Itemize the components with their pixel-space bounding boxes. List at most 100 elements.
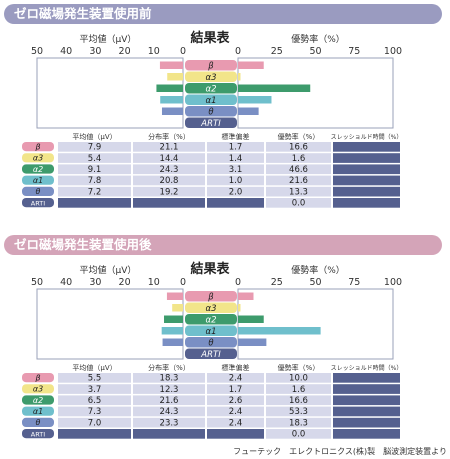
table-cell-value: 20.8 bbox=[160, 176, 179, 186]
table-cell bbox=[333, 373, 400, 383]
category-label: β bbox=[207, 61, 214, 71]
table-cell bbox=[207, 175, 264, 186]
left-tick-label: 30 bbox=[89, 46, 101, 57]
table-cell bbox=[266, 142, 331, 152]
table-cell bbox=[58, 417, 131, 428]
category-pill bbox=[185, 60, 237, 71]
left-axis-label: 平均値（μV） bbox=[80, 33, 137, 45]
table-cell-value: 5.4 bbox=[88, 154, 102, 164]
mean-bar bbox=[161, 327, 183, 335]
table-cell bbox=[58, 373, 131, 383]
mean-bar bbox=[167, 73, 183, 81]
table-cell-value: 13.3 bbox=[289, 187, 308, 197]
table-header: 分布率（%） bbox=[148, 132, 190, 141]
left-tick-label: 20 bbox=[119, 46, 131, 57]
table-row-pill bbox=[22, 417, 54, 427]
table-cell-value: 12.3 bbox=[160, 385, 179, 395]
left-tick-label: 10 bbox=[148, 277, 160, 288]
category-pill bbox=[185, 94, 237, 105]
table-cell bbox=[207, 406, 264, 417]
mean-bar bbox=[162, 338, 183, 346]
table-cell-value: 46.6 bbox=[289, 165, 308, 175]
table-cell bbox=[133, 186, 205, 197]
table-cell-value: 1.6 bbox=[292, 385, 306, 395]
mean-bar bbox=[172, 304, 183, 312]
table-cell-value: 18.3 bbox=[160, 374, 179, 384]
table-cell bbox=[133, 153, 205, 163]
table-cell bbox=[133, 142, 205, 152]
table-cell bbox=[133, 395, 205, 406]
table-cell-value: 2.4 bbox=[229, 418, 243, 428]
left-tick-label: 10 bbox=[148, 46, 160, 57]
table-row-pill bbox=[22, 429, 54, 439]
table-cell bbox=[333, 186, 400, 197]
table-cell bbox=[266, 175, 331, 186]
right-chart-frame bbox=[237, 288, 394, 360]
table-cell bbox=[207, 198, 264, 208]
category-pill bbox=[185, 314, 237, 325]
table-cell bbox=[333, 164, 400, 175]
table-cell-value: 3.7 bbox=[88, 385, 102, 395]
dominance-bar bbox=[238, 327, 321, 335]
table-cell bbox=[266, 373, 331, 383]
table-cell-value: 16.6 bbox=[289, 396, 308, 406]
table-row-pill bbox=[22, 186, 54, 196]
table-cell-value: 24.3 bbox=[160, 407, 179, 417]
dominance-bar bbox=[238, 338, 267, 346]
category-pill bbox=[185, 291, 237, 302]
left-tick-label: 50 bbox=[31, 46, 43, 57]
table-row-pill bbox=[22, 175, 54, 185]
right-chart-frame bbox=[237, 57, 394, 129]
table-cell bbox=[333, 175, 400, 186]
table-row-label: α1 bbox=[33, 407, 43, 416]
table-cell bbox=[333, 395, 400, 406]
table-cell bbox=[207, 429, 264, 439]
table-cell bbox=[207, 395, 264, 406]
table-cell bbox=[58, 153, 131, 163]
table-cell bbox=[207, 417, 264, 428]
right-axis-label: 優勢率（%） bbox=[291, 264, 345, 276]
category-label: α3 bbox=[205, 304, 216, 314]
table-cell-value: 7.8 bbox=[88, 176, 102, 186]
table-cell bbox=[266, 198, 331, 208]
category-pill bbox=[185, 325, 237, 336]
table-cell bbox=[207, 153, 264, 163]
dominance-bar bbox=[238, 84, 311, 92]
dominance-bar bbox=[238, 315, 264, 323]
table-cell-value: 14.4 bbox=[160, 154, 179, 164]
table-row-pill bbox=[22, 395, 54, 405]
left-tick-label: 30 bbox=[89, 277, 101, 288]
table-header: 優勢率（%） bbox=[278, 132, 320, 141]
table-cell bbox=[58, 429, 131, 439]
category-label: α2 bbox=[205, 84, 216, 94]
table-cell bbox=[333, 406, 400, 417]
table-cell-value: 7.9 bbox=[88, 143, 102, 153]
dominance-bar bbox=[238, 96, 272, 104]
table-cell bbox=[266, 417, 331, 428]
mean-bar bbox=[166, 292, 183, 300]
table-row-pill bbox=[22, 384, 54, 394]
table-cell-value: 16.6 bbox=[289, 143, 308, 153]
table-cell-value: 3.1 bbox=[229, 165, 243, 175]
table-row-label: α1 bbox=[33, 176, 43, 185]
table-cell-value: 1.7 bbox=[229, 385, 243, 395]
table-row-pill bbox=[22, 164, 54, 174]
table-cell-value: 2.6 bbox=[229, 396, 243, 406]
category-pill bbox=[185, 348, 237, 359]
table-cell bbox=[266, 164, 331, 175]
table-row-label: β bbox=[34, 373, 40, 382]
table-cell-value: 6.5 bbox=[88, 396, 102, 406]
table-cell-value: 1.0 bbox=[229, 176, 243, 186]
category-label: β bbox=[207, 292, 214, 302]
mean-bar bbox=[159, 61, 183, 69]
category-label: α1 bbox=[205, 96, 216, 106]
right-tick-label: 100 bbox=[384, 46, 402, 57]
table-row-label: ARTI bbox=[31, 199, 45, 207]
category-label: ARTI bbox=[200, 350, 221, 360]
table-row-label: α2 bbox=[33, 165, 43, 174]
table-cell bbox=[207, 373, 264, 383]
dominance-bar bbox=[238, 292, 254, 300]
table-cell bbox=[207, 384, 264, 394]
table-cell-value: 18.3 bbox=[289, 418, 308, 428]
table-cell bbox=[58, 384, 131, 394]
